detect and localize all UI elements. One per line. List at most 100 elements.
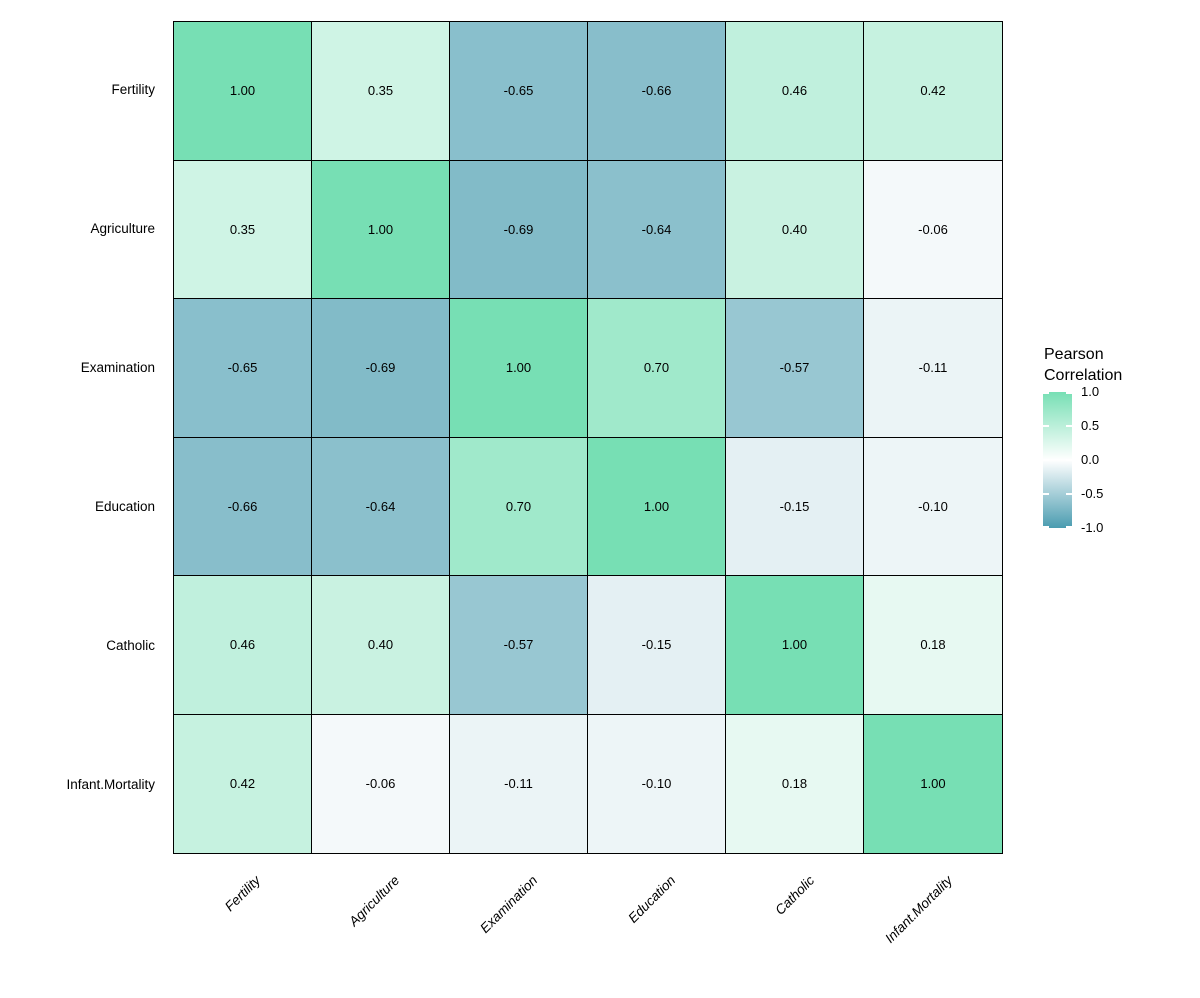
heatmap-cell: 1.00 [864, 714, 1002, 853]
legend-tick-label: 0.5 [1081, 418, 1100, 433]
x-axis-label: Infant.Mortality [881, 872, 956, 946]
heatmap-cell: -0.57 [726, 299, 864, 438]
cell-value: 1.00 [920, 776, 946, 792]
heatmap-cell: 0.35 [174, 160, 312, 299]
heatmap-cell: -0.57 [450, 576, 588, 715]
heatmap-cell: 0.70 [588, 299, 726, 438]
heatmap-cell: -0.15 [588, 576, 726, 715]
heatmap-cell: -0.15 [726, 437, 864, 576]
cell-value: 1.00 [367, 221, 394, 237]
heatmap-cell: 0.35 [312, 22, 450, 161]
heatmap-cell: 1.00 [726, 576, 864, 715]
legend-tick-mark [1043, 459, 1049, 461]
heatmap-cell: 1.00 [450, 299, 588, 438]
cell-value: 0.46 [229, 637, 256, 653]
heatmap-cell: -0.10 [864, 437, 1002, 576]
cell-value: -0.15 [641, 637, 672, 653]
legend-tick-label: 0.0 [1081, 452, 1100, 467]
heatmap-cell: 1.00 [174, 22, 312, 161]
cell-value: 0.46 [781, 83, 808, 99]
heatmap-cell: -0.06 [312, 714, 450, 853]
cell-value: -0.06 [918, 221, 948, 237]
cell-value: 0.35 [229, 221, 256, 237]
cell-value: -0.66 [641, 83, 672, 99]
cell-value: 0.18 [920, 637, 946, 653]
heatmap-cell: -0.06 [864, 160, 1002, 299]
heatmap-cell: -0.11 [864, 299, 1002, 438]
y-axis-label: Fertility [111, 82, 156, 98]
cell-value: -0.15 [779, 498, 810, 514]
legend-tick-mark [1043, 425, 1049, 427]
cell-value: -0.69 [365, 360, 396, 376]
heatmap-cell: -0.69 [450, 160, 588, 299]
legend-tick-label: -1.0 [1081, 520, 1104, 535]
cell-value: -0.11 [918, 360, 948, 376]
heatmap-cell: 0.18 [726, 714, 864, 853]
legend-tick-mark [1066, 459, 1072, 461]
cell-value: 1.00 [229, 83, 256, 99]
heatmap-cell: 0.46 [726, 22, 864, 161]
legend-tick-mark [1066, 493, 1072, 495]
legend-tick-label: 1.0 [1081, 384, 1100, 399]
legend-tick-mark [1066, 526, 1072, 528]
x-axis-label: Agriculture [345, 872, 402, 929]
heatmap-cell: 0.42 [174, 714, 312, 853]
cell-value: 1.00 [505, 360, 532, 376]
heatmap-cell: 0.18 [864, 576, 1002, 715]
heatmap-cell: -0.69 [312, 299, 450, 438]
cell-value: 0.18 [781, 776, 808, 792]
cell-value: 0.42 [920, 83, 946, 99]
y-axis-label: Catholic [106, 637, 155, 653]
heatmap-cell: 0.46 [174, 576, 312, 715]
legend-tick-label: -0.5 [1081, 486, 1104, 501]
heatmap-cell: -0.64 [312, 437, 450, 576]
heatmap-cell: 0.40 [726, 160, 864, 299]
heatmap-cell: -0.64 [588, 160, 726, 299]
cell-value: -0.11 [504, 776, 533, 792]
cell-value: -0.10 [918, 498, 948, 514]
legend-tick-mark [1043, 493, 1049, 495]
heatmap-cell: -0.11 [450, 714, 588, 853]
heatmap-cell: -0.10 [588, 714, 726, 853]
legend-tick-mark [1043, 392, 1049, 394]
legend-tick-mark [1043, 526, 1049, 528]
cell-value: -0.06 [365, 776, 396, 792]
cell-value: 1.00 [781, 637, 808, 653]
heatmap-cell: 0.70 [450, 437, 588, 576]
cell-value: -0.64 [365, 498, 396, 514]
cell-value: -0.57 [779, 360, 810, 376]
legend-colorbar [1043, 392, 1072, 528]
y-axis-label: Examination [80, 360, 155, 376]
cell-value: -0.69 [503, 221, 534, 237]
y-axis-label: Agriculture [90, 221, 155, 237]
x-axis-label: Education [625, 872, 679, 926]
cell-value: -0.65 [503, 83, 534, 99]
cell-value: 0.40 [781, 221, 808, 237]
cell-value: 0.42 [229, 776, 256, 792]
heatmap-cell: -0.66 [174, 437, 312, 576]
y-axis-label: Education [94, 498, 155, 514]
heatmap-cell: -0.65 [174, 299, 312, 438]
x-axis-label: Catholic [771, 872, 817, 918]
legend-tick-mark [1066, 425, 1072, 427]
correlation-heatmap: 1.00 0.35 -0.65 -0.66 0.46 0.42 0.35 1.00 -0.69 -… [173, 21, 1003, 854]
legend-title-line2: Correlation [1044, 367, 1123, 384]
x-axis-label: Examination [476, 872, 541, 936]
cell-value: 0.70 [505, 498, 532, 514]
cell-value: -0.66 [227, 498, 258, 514]
y-axis-label: Infant.Mortality [66, 776, 155, 792]
cell-value: -0.65 [227, 360, 258, 376]
heatmap-cell: 0.42 [864, 22, 1002, 161]
cell-value: -0.10 [641, 776, 672, 792]
cell-value: -0.57 [503, 637, 534, 653]
cell-value: 0.40 [367, 637, 394, 653]
cell-value: -0.64 [641, 221, 672, 237]
cell-value: 0.35 [367, 83, 394, 99]
x-axis-label: Fertility [222, 872, 264, 915]
legend-title-line1: Pearson [1044, 346, 1104, 363]
legend-title: Pearson Correlation [1044, 344, 1122, 386]
heatmap-cell: -0.65 [450, 22, 588, 161]
heatmap-cell: 0.40 [312, 576, 450, 715]
heatmap-cell: 1.00 [312, 160, 450, 299]
heatmap-cell: -0.66 [588, 22, 726, 161]
